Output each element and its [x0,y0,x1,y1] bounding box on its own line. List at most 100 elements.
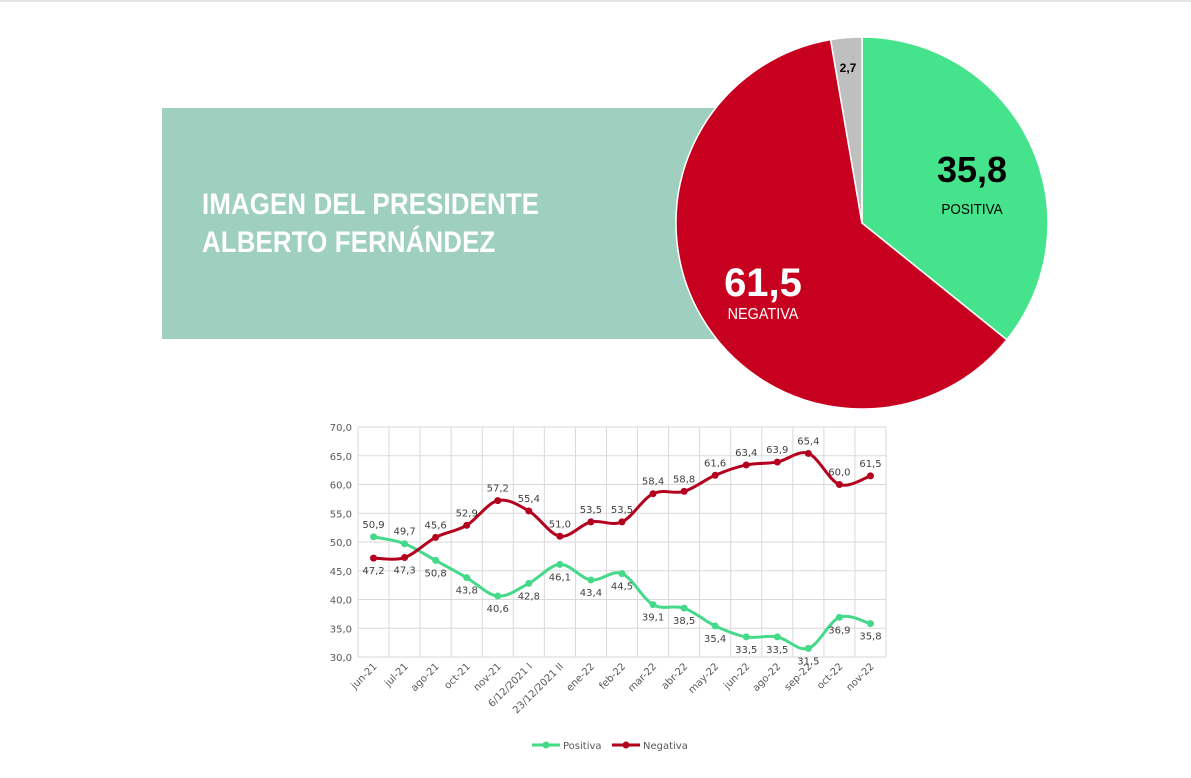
y-tick-label: 60,0 [330,481,352,492]
x-tick-label: abr-22 [660,661,691,692]
data-label-negativa: 51,0 [549,519,571,530]
data-point-positiva [711,622,719,630]
data-point-positiva [463,574,471,582]
x-tick-label: jun-21 [349,661,380,692]
pie-slice-ns-nc [829,36,863,224]
data-point-positiva [494,592,502,600]
data-point-negativa [866,472,874,480]
data-point-negativa [401,554,409,562]
data-point-positiva [432,556,440,564]
top-divider [0,0,1191,2]
data-label-negativa: 47,2 [362,566,384,577]
data-label-negativa: 58,4 [642,477,664,488]
data-label-negativa: 55,4 [518,494,540,505]
data-label-positiva: 43,8 [456,586,478,597]
data-point-negativa [432,533,440,541]
data-point-negativa [463,521,471,529]
legend-label-negativa: Negativa [643,741,688,752]
y-tick-label: 50,0 [330,538,352,549]
data-label-negativa: 45,6 [425,520,447,531]
data-point-positiva [680,604,688,612]
data-label-positiva: 33,5 [766,645,788,656]
x-tick-label: may-22 [687,661,722,696]
data-point-negativa [525,507,533,515]
data-point-positiva [370,533,378,541]
data-point-negativa [680,487,688,495]
pie-label-name-positiva: POSITIVA [941,201,1003,218]
data-label-positiva: 31,5 [797,656,819,667]
data-label-positiva: 50,9 [362,520,384,531]
data-point-negativa [370,554,378,562]
data-point-negativa [618,518,626,526]
data-point-positiva [401,540,409,548]
data-point-negativa [804,449,812,457]
data-point-negativa [835,481,843,488]
data-label-negativa: 63,4 [735,448,757,459]
data-label-negativa: 61,6 [704,458,726,469]
data-label-positiva: 43,4 [580,588,602,599]
page-title: IMAGEN DEL PRESIDENTE ALBERTO FERNÁNDEZ [202,186,539,262]
data-label-positiva: 40,6 [487,604,509,615]
data-point-negativa [649,490,657,498]
data-label-positiva: 46,1 [549,572,571,583]
data-label-negativa: 57,2 [487,484,509,495]
data-label-negativa: 63,9 [766,445,788,456]
title-line-2: ALBERTO FERNÁNDEZ [202,226,496,259]
x-tick-label: feb-22 [597,661,628,692]
x-tick-label: ene-22 [565,661,598,694]
data-label-positiva: 50,8 [425,568,447,579]
data-label-negativa: 53,5 [580,505,602,516]
x-tick-label: oct-21 [443,661,473,691]
x-tick-label: ago-21 [409,661,442,694]
y-tick-label: 65,0 [330,452,352,463]
pie-label-name-negativa: NEGATIVA [728,305,799,323]
data-point-negativa [773,458,781,466]
legend-marker-negativa [622,741,630,749]
x-tick-label: oct-22 [815,661,845,691]
data-point-positiva [773,633,781,641]
data-label-negativa: 47,3 [393,566,415,577]
data-label-positiva: 49,7 [393,527,415,538]
y-tick-label: 55,0 [330,509,352,520]
data-point-positiva [804,644,812,652]
data-label-positiva: 38,5 [673,616,695,627]
data-point-positiva [556,560,564,568]
data-point-positiva [587,576,595,584]
data-label-positiva: 35,4 [704,634,726,645]
title-banner: IMAGEN DEL PRESIDENTE ALBERTO FERNÁNDEZ [162,108,782,339]
x-tick-label: nov-22 [844,661,876,693]
pie-label-value-ns-nc: 2,7 [840,61,857,75]
data-label-negativa: 61,5 [859,459,881,470]
pie-label-value-positiva: 35,8 [937,149,1007,190]
data-point-positiva [649,601,657,609]
data-label-positiva: 42,8 [518,591,540,602]
data-point-positiva [866,620,874,628]
y-tick-label: 40,0 [330,596,352,607]
title-line-1: IMAGEN DEL PRESIDENTE [202,188,540,221]
data-label-positiva: 33,5 [735,645,757,656]
data-label-positiva: 44,5 [611,582,633,593]
data-point-negativa [587,518,595,526]
data-label-negativa: 58,8 [673,474,695,485]
data-point-positiva [618,570,626,578]
data-label-positiva: 39,1 [642,613,664,624]
data-point-negativa [711,471,719,479]
data-point-negativa [494,497,502,505]
y-tick-label: 45,0 [330,567,352,578]
data-label-negativa: 53,5 [611,505,633,516]
y-tick-label: 30,0 [330,653,352,664]
data-point-negativa [556,532,564,540]
y-tick-label: 35,0 [330,624,352,635]
data-label-positiva: 36,9 [828,625,850,636]
data-point-positiva [525,579,533,587]
data-label-negativa: 52,9 [456,508,478,519]
data-point-positiva [835,613,843,621]
pie-label-value-negativa: 61,5 [724,261,802,305]
data-label-negativa: 65,4 [797,436,819,447]
data-label-positiva: 35,8 [859,632,881,643]
data-point-positiva [742,633,750,641]
x-tick-label: ago-22 [751,661,784,694]
y-tick-label: 70,0 [330,423,352,434]
